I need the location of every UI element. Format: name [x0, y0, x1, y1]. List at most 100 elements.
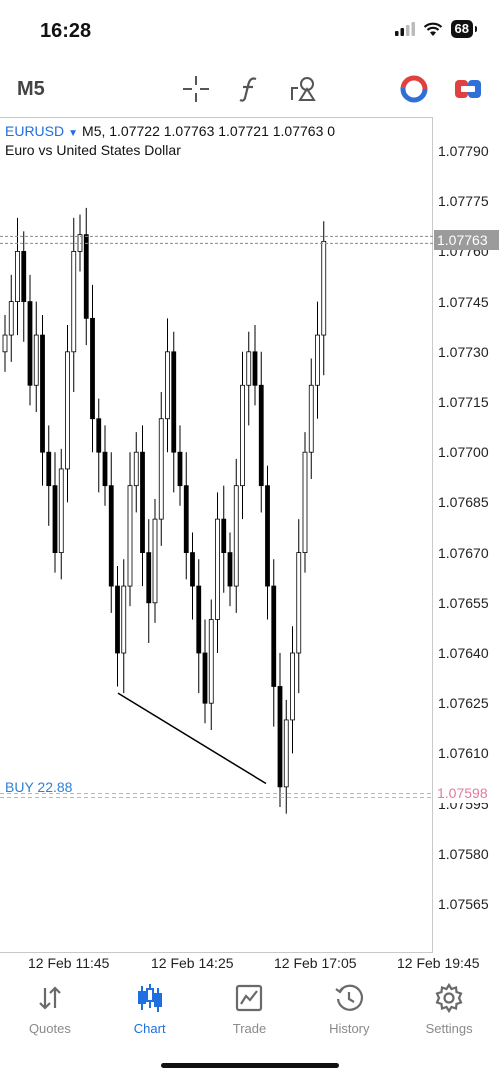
ohlc-values: M5, 1.07722 1.07763 1.07721 1.07763 0 [82, 123, 336, 139]
candle-body [315, 334, 320, 386]
symbol-description: Euro vs United States Dollar [5, 142, 181, 158]
candle-body [27, 301, 33, 386]
candle-body [271, 585, 277, 687]
candle-body [308, 384, 314, 453]
candle-body [2, 334, 8, 353]
price-tick: 1.07655 [438, 594, 489, 611]
candle-body [96, 418, 102, 453]
price-tick: 1.07775 [438, 193, 489, 210]
signal-icon [394, 22, 415, 36]
time-tick: 12 Feb 14:25 [151, 955, 234, 971]
wifi-icon [423, 22, 442, 36]
timeframe-button[interactable]: M5 [17, 78, 45, 100]
time-tick: 12 Feb 11:45 [28, 955, 110, 971]
chart-info-line: EURUSD ▼ M5, 1.07722 1.07763 1.07721 1.077… [5, 123, 335, 139]
price-chart[interactable]: EURUSD ▼ M5, 1.07722 1.07763 1.07721 1.077… [0, 117, 499, 971]
price-tick: 1.07625 [438, 695, 489, 712]
objects-shapes-icon[interactable] [288, 74, 318, 104]
price-tick: 1.07700 [438, 444, 489, 461]
candle-body [283, 719, 289, 788]
tab-settings[interactable]: Settings [399, 976, 499, 1046]
trade-chart-icon [236, 984, 263, 1012]
tab-history[interactable]: History [299, 976, 399, 1046]
candle-body [190, 552, 195, 587]
time-tick: 12 Feb 19:45 [397, 955, 480, 971]
candle-body [208, 619, 214, 704]
candle-body [58, 468, 64, 553]
time-tick: 12 Feb 17:05 [274, 955, 357, 971]
candle-body [165, 351, 170, 420]
candle-body [158, 418, 164, 520]
candle-body [8, 301, 14, 336]
symbol-label[interactable]: EURUSD [5, 123, 65, 139]
candle-body [33, 334, 39, 386]
candlestick-icon [137, 984, 162, 1012]
candle-body [15, 250, 20, 302]
candle-body [108, 485, 114, 587]
status-icons: 68 [394, 20, 478, 38]
price-tick: 1.07715 [438, 394, 489, 410]
candle-body [21, 250, 27, 302]
candle-body [146, 552, 152, 604]
candle-body [115, 585, 120, 654]
candle-body [171, 351, 177, 453]
tab-label: History [329, 1021, 370, 1036]
tab-quotes[interactable]: Quotes [0, 976, 100, 1046]
candle-body [140, 451, 145, 554]
candles-layer [0, 207, 499, 814]
buy-position-label[interactable]: BUY 22.88 [5, 779, 73, 795]
price-tick: 1.07610 [438, 745, 489, 762]
price-tick: 1.07745 [438, 293, 489, 310]
candle-body [65, 351, 70, 470]
tab-chart[interactable]: Chart [100, 976, 200, 1046]
candle-body [152, 518, 158, 604]
candle-body [240, 384, 245, 487]
battery-icon: 68 [450, 20, 478, 38]
candle-body [227, 552, 233, 587]
candle-body [277, 686, 283, 788]
price-tick: 1.07730 [438, 343, 489, 360]
candle-body [183, 485, 189, 553]
trade-buy-sell-icon[interactable] [453, 74, 483, 104]
indicators-function-icon[interactable] [234, 74, 264, 104]
history-clock-icon [335, 984, 364, 1011]
candle-body [221, 518, 227, 553]
one-click-trading-icon[interactable] [399, 74, 429, 104]
home-indicator [161, 1063, 339, 1068]
candle-body [133, 451, 139, 487]
candle-body [296, 552, 302, 654]
tab-label: Settings [425, 1021, 473, 1036]
status-bar: 16:28 68 [0, 0, 499, 62]
symbol-dropdown-icon[interactable]: ▼ [68, 128, 79, 139]
price-tick: 1.07790 [438, 143, 489, 159]
current-price-tag: 1.07763 [434, 230, 499, 250]
candle-body [258, 384, 264, 487]
candle-body [215, 518, 220, 620]
candle-body [196, 585, 202, 654]
chart-frame [0, 117, 433, 953]
candle-body [233, 485, 239, 587]
candle-body [90, 317, 95, 420]
crosshair-icon[interactable] [181, 74, 211, 104]
candle-body [265, 485, 270, 587]
price-tick: 1.07565 [438, 896, 489, 912]
tab-trade[interactable]: Trade [200, 976, 300, 1046]
candle-body [302, 451, 308, 554]
price-tick: 1.07670 [438, 544, 489, 561]
candle-body [121, 585, 127, 654]
tab-label: Chart [133, 1021, 166, 1036]
status-time: 16:28 [40, 20, 92, 42]
candle-body [71, 250, 77, 353]
trend-line[interactable] [117, 692, 267, 785]
price-tick: 1.07640 [438, 645, 489, 661]
candle-body [46, 451, 52, 487]
candle-body [246, 351, 252, 386]
bottom-tab-bar: Quotes Chart Trade History [0, 976, 499, 1046]
quotes-arrows-icon [39, 986, 61, 1010]
candle-body [127, 485, 133, 587]
candle-body [202, 652, 208, 704]
gear-icon [435, 982, 463, 1014]
candle-body [252, 351, 258, 386]
chart-toolbar: M5 [0, 62, 499, 116]
price-tick: 1.07685 [438, 494, 489, 511]
